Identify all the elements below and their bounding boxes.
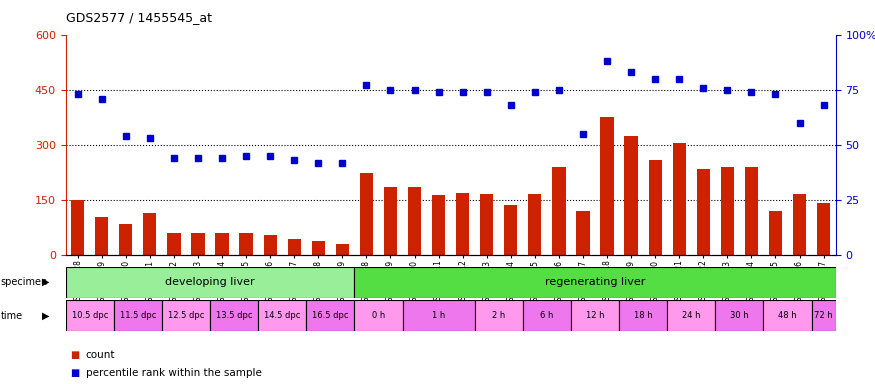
Text: 13.5 dpc: 13.5 dpc — [216, 311, 252, 320]
Text: 18 h: 18 h — [634, 311, 653, 320]
Bar — [721, 167, 734, 255]
Bar — [625, 136, 638, 255]
Text: 14.5 dpc: 14.5 dpc — [264, 311, 300, 320]
Bar — [769, 211, 782, 255]
Bar — [523, 300, 571, 331]
Text: 0 h: 0 h — [372, 311, 385, 320]
Bar — [528, 194, 542, 255]
Bar — [288, 239, 301, 255]
Text: 16.5 dpc: 16.5 dpc — [312, 311, 348, 320]
Bar — [673, 143, 686, 255]
Text: 6 h: 6 h — [540, 311, 554, 320]
Bar — [763, 300, 812, 331]
Bar — [577, 211, 590, 255]
Text: 12.5 dpc: 12.5 dpc — [168, 311, 204, 320]
Bar — [144, 213, 157, 255]
Bar — [258, 300, 306, 331]
Text: 48 h: 48 h — [778, 311, 797, 320]
Bar — [162, 300, 210, 331]
Bar — [600, 118, 613, 255]
Bar — [456, 193, 469, 255]
Text: 72 h: 72 h — [815, 311, 833, 320]
Bar — [354, 300, 402, 331]
Text: ▶: ▶ — [42, 277, 50, 287]
Text: specimen: specimen — [1, 277, 48, 287]
Bar — [475, 300, 523, 331]
Bar — [167, 233, 180, 255]
Bar — [306, 300, 354, 331]
Text: percentile rank within the sample: percentile rank within the sample — [86, 368, 262, 378]
Bar — [192, 233, 205, 255]
Bar — [745, 167, 758, 255]
Bar — [793, 194, 806, 255]
Bar — [360, 172, 373, 255]
Text: developing liver: developing liver — [165, 277, 255, 287]
Bar — [210, 300, 258, 331]
Text: 12 h: 12 h — [585, 311, 605, 320]
Text: ▶: ▶ — [42, 311, 50, 321]
Bar — [817, 203, 830, 255]
Bar — [263, 235, 276, 255]
Bar — [812, 300, 836, 331]
Bar — [354, 267, 836, 298]
Text: 11.5 dpc: 11.5 dpc — [120, 311, 156, 320]
Bar — [312, 241, 325, 255]
Text: 2 h: 2 h — [492, 311, 506, 320]
Bar — [240, 233, 253, 255]
Bar — [95, 217, 108, 255]
Text: GDS2577 / 1455545_at: GDS2577 / 1455545_at — [66, 12, 212, 25]
Text: time: time — [1, 311, 23, 321]
Bar — [114, 300, 162, 331]
Bar — [620, 300, 668, 331]
Text: 30 h: 30 h — [730, 311, 749, 320]
Bar — [668, 300, 716, 331]
Text: 24 h: 24 h — [682, 311, 701, 320]
Bar — [408, 187, 421, 255]
Bar — [119, 224, 132, 255]
Text: ■: ■ — [70, 368, 80, 378]
Bar — [71, 200, 84, 255]
Bar — [648, 160, 662, 255]
Bar — [504, 205, 517, 255]
Text: 1 h: 1 h — [432, 311, 445, 320]
Bar — [716, 300, 763, 331]
Bar — [336, 244, 349, 255]
Bar — [571, 300, 620, 331]
Text: count: count — [86, 350, 116, 360]
Bar — [66, 300, 114, 331]
Bar — [480, 194, 494, 255]
Text: ■: ■ — [70, 350, 80, 360]
Text: regenerating liver: regenerating liver — [545, 277, 645, 287]
Bar — [215, 233, 228, 255]
Bar — [384, 187, 397, 255]
Bar — [696, 169, 710, 255]
Bar — [432, 195, 445, 255]
Bar — [66, 267, 354, 298]
Text: 10.5 dpc: 10.5 dpc — [72, 311, 108, 320]
Bar — [552, 167, 565, 255]
Bar — [402, 300, 475, 331]
